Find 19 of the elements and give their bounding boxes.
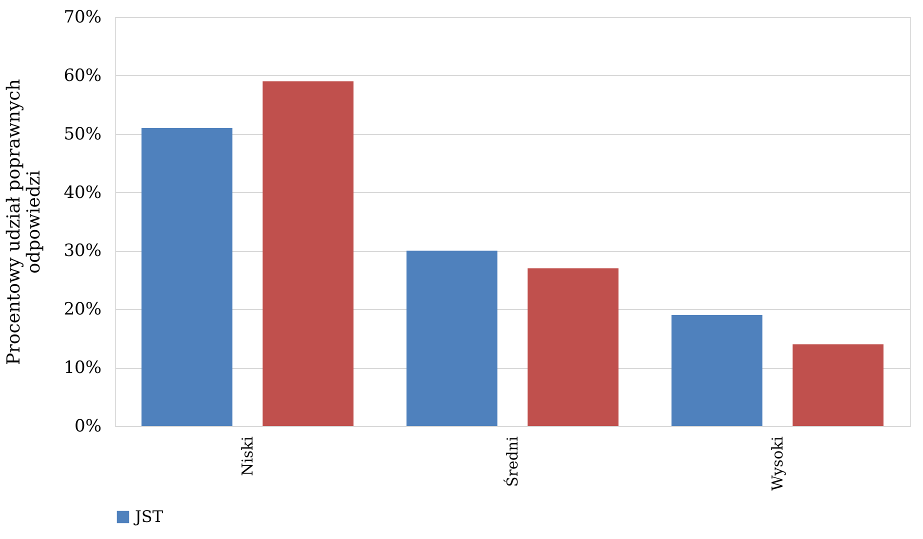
- x-tick-label: Niski: [238, 436, 256, 476]
- y-tick-label: 30%: [64, 241, 102, 262]
- x-tick-label: Wysoki: [768, 436, 786, 491]
- y-tick-label: 70%: [64, 8, 102, 28]
- bar: [528, 268, 618, 426]
- y-axis-title: Procentowy udział poprawnych odpowiedzi: [4, 78, 45, 365]
- bar: [792, 344, 884, 426]
- bar: [262, 81, 354, 426]
- y-tick-label: 10%: [64, 358, 102, 378]
- legend-label: JST: [133, 507, 164, 526]
- y-tick-label: 0%: [74, 416, 102, 436]
- y-tick-label: 50%: [64, 124, 102, 144]
- bar: [142, 128, 232, 426]
- y-tick-label: 40%: [64, 182, 102, 203]
- y-tick-label: 60%: [64, 66, 102, 86]
- y-tick-label: 20%: [64, 300, 102, 320]
- bar: [672, 314, 762, 426]
- x-tick-label: Średni: [504, 436, 522, 487]
- bar: [406, 250, 498, 426]
